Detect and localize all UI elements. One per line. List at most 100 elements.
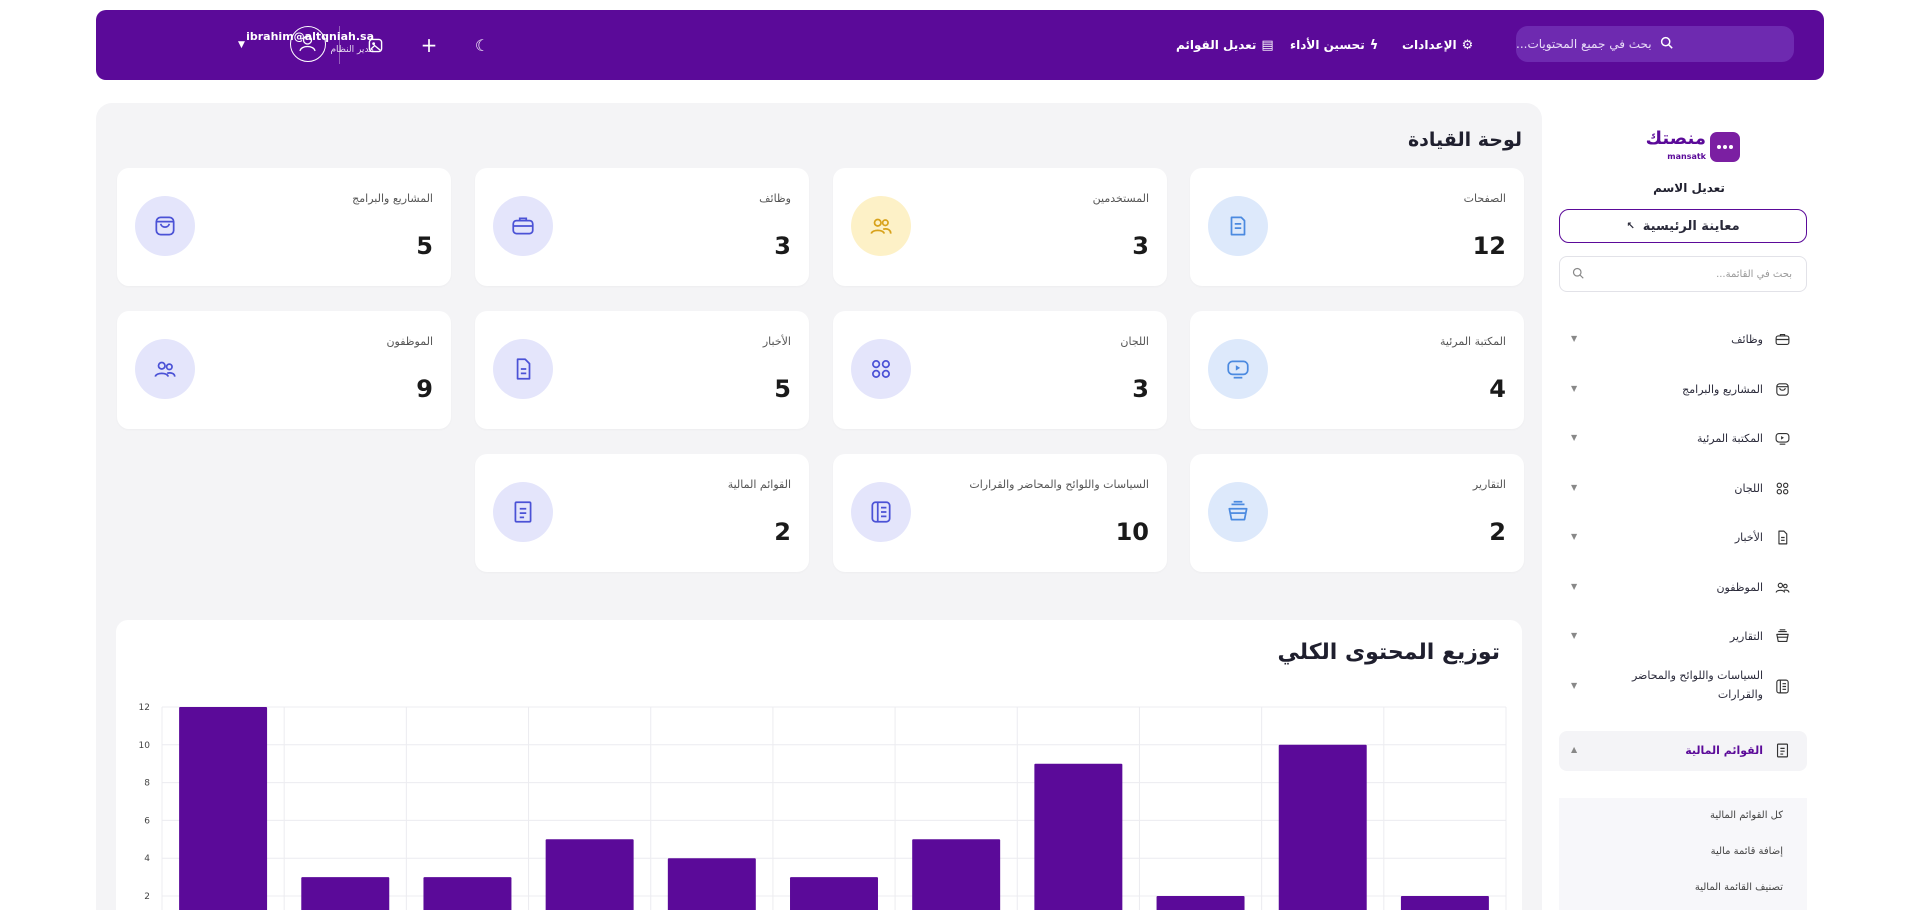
dark-mode-toggle[interactable]: ☾ [471, 34, 493, 56]
user-icon [299, 35, 316, 52]
sidebar-item-label: التقارير [1729, 630, 1763, 643]
edit-name-link[interactable]: تعديل الاسم [1653, 181, 1725, 195]
pointer-icon: ↖ [1626, 220, 1635, 232]
avatar[interactable] [290, 26, 326, 62]
stat-card-financial-lists[interactable]: القوائم المالية 2 [475, 454, 809, 572]
gear-icon: ⚙ [1461, 37, 1474, 53]
logo-text: منصتك [1645, 128, 1706, 149]
nav-settings-label: الإعدادات [1402, 38, 1457, 52]
sidebar-item-label: السياسات واللوائح والمحاضر والقرارات [1631, 669, 1763, 701]
sidebar-item-reports[interactable]: التقارير ▼ [1559, 617, 1807, 657]
pages-icon [1208, 196, 1268, 256]
sidebar-item-financial-lists[interactable]: القوائم المالية ▲ [1559, 731, 1807, 771]
briefcase-icon [1774, 331, 1791, 348]
y-tick-label: 8 [144, 779, 150, 789]
sidebar-item-jobs[interactable]: وظائف ▼ [1559, 320, 1807, 360]
chevron-down-icon[interactable]: ▼ [1571, 334, 1578, 343]
chevron-down-icon[interactable]: ▼ [1571, 681, 1578, 690]
menu-search-input[interactable]: بحث في القائمة... [1559, 256, 1807, 292]
reports-icon [1208, 482, 1268, 542]
chart-bar[interactable] [1156, 896, 1245, 910]
sidebar-item-news[interactable]: الأخبار ▼ [1559, 518, 1807, 558]
global-search-input[interactable]: بحث في جميع المحتويات... [1516, 26, 1794, 62]
finance-icon [1774, 742, 1791, 759]
user-email: ibrahim@altqniah.sa [246, 30, 374, 43]
chevron-down-icon[interactable]: ▼ [1571, 582, 1578, 591]
logo-mark [1710, 132, 1740, 162]
stat-card-label: المكتبة المرئية [1440, 335, 1506, 348]
chart-bar[interactable] [545, 839, 634, 910]
submenu-item-financial-category[interactable]: تصنيف القائمة المالية [1694, 882, 1783, 893]
sidebar: منصتك mansatk تعديل الاسم معاينة الرئيسي… [1554, 103, 1824, 910]
chevron-down-icon[interactable]: ▼ [1571, 631, 1578, 640]
grid-icon [1774, 480, 1791, 497]
preview-home-button[interactable]: معاينة الرئيسية ↖ [1559, 209, 1807, 243]
logo[interactable]: منصتك mansatk [1640, 128, 1740, 168]
stat-card-news[interactable]: الأخبار 5 [475, 311, 809, 429]
finance-icon [493, 482, 553, 542]
stat-card-value: 9 [416, 375, 433, 403]
finance-submenu: كل القوائم المالية إضافة قائمة مالية تصن… [1559, 798, 1807, 910]
y-tick-label: 2 [144, 892, 150, 902]
nav-edit-menus[interactable]: ▤ تعديل القوائم [1176, 10, 1274, 80]
stat-card-value: 5 [416, 232, 433, 260]
stat-card-value: 3 [1132, 375, 1149, 403]
stat-card-label: المشاريع والبرامج [352, 192, 433, 205]
y-tick-label: 12 [139, 703, 150, 713]
chart-bar[interactable] [667, 858, 756, 910]
sidebar-item-committees[interactable]: اللجان ▼ [1559, 469, 1807, 509]
briefcase-icon [493, 196, 553, 256]
chevron-down-icon[interactable]: ▼ [1571, 384, 1578, 393]
news-icon [1774, 529, 1791, 546]
nav-edit-menus-label: تعديل القوائم [1176, 38, 1257, 52]
stat-card-label: المستخدمين [1092, 192, 1149, 205]
policies-icon [1774, 678, 1791, 695]
sidebar-item-employees[interactable]: الموظفون ▼ [1559, 568, 1807, 608]
stat-card-projects[interactable]: المشاريع والبرامج 5 [117, 168, 451, 286]
stat-card-jobs[interactable]: وظائف 3 [475, 168, 809, 286]
stat-card-users[interactable]: المستخدمين 3 [833, 168, 1167, 286]
sidebar-item-policies[interactable]: السياسات واللوائح والمحاضر والقرارات ▼ [1559, 662, 1807, 712]
stat-card-label: السياسات واللوائح والمحاضر والقرارات [969, 478, 1149, 491]
y-tick-label: 10 [139, 741, 151, 751]
logo-subtext: mansatk [1667, 152, 1706, 161]
video-icon [1208, 339, 1268, 399]
chart-title: توزيع المحتوى الكلي [1277, 640, 1500, 665]
add-button[interactable]: + [418, 33, 440, 57]
chart-bar[interactable] [423, 877, 512, 910]
nav-performance[interactable]: ϟ تحسين الأداء [1290, 10, 1378, 80]
chart-bar[interactable] [1034, 763, 1123, 910]
chart-bar[interactable] [1278, 744, 1367, 910]
chart-bar[interactable] [301, 877, 390, 910]
chart-bar[interactable] [790, 877, 878, 910]
sidebar-item-label: القوائم المالية [1685, 744, 1763, 757]
content-distribution-chart: توزيع المحتوى الكلي 2 4 6 8 10 12 [116, 620, 1522, 910]
stat-card-employees[interactable]: الموظفون 9 [117, 311, 451, 429]
chevron-down-icon[interactable]: ▼ [1571, 483, 1578, 492]
y-tick-label: 6 [144, 816, 150, 826]
chevron-down-icon[interactable]: ▼ [1571, 433, 1578, 442]
stat-card-label: الصفحات [1463, 192, 1506, 205]
stat-card-value: 2 [1489, 518, 1506, 546]
sidebar-item-visual-library[interactable]: المكتبة المرئية ▼ [1559, 419, 1807, 459]
bolt-icon: ϟ [1369, 37, 1379, 53]
stat-card-committees[interactable]: اللجان 3 [833, 311, 1167, 429]
stat-card-visual-library[interactable]: المكتبة المرئية 4 [1190, 311, 1524, 429]
stat-card-value: 2 [774, 518, 791, 546]
nav-settings[interactable]: ⚙ الإعدادات [1402, 10, 1473, 80]
chart-bar[interactable] [179, 707, 268, 910]
submenu-item-all-financial[interactable]: كل القوائم المالية [1709, 810, 1783, 821]
media-button[interactable] [364, 34, 386, 56]
chevron-down-icon[interactable]: ▼ [1571, 532, 1578, 541]
chart-bar[interactable] [912, 839, 1001, 910]
stat-card-pages[interactable]: الصفحات 12 [1190, 168, 1524, 286]
sidebar-item-label: المكتبة المرئية [1697, 432, 1763, 445]
sidebar-item-projects[interactable]: المشاريع والبرامج ▼ [1559, 370, 1807, 410]
chevron-up-icon[interactable]: ▲ [1571, 745, 1578, 754]
stat-card-policies[interactable]: السياسات واللوائح والمحاضر والقرارات 10 [833, 454, 1167, 572]
policies-icon [851, 482, 911, 542]
stat-card-reports[interactable]: التقارير 2 [1190, 454, 1524, 572]
chevron-down-icon[interactable]: ▼ [238, 40, 245, 50]
chart-bar[interactable] [1400, 896, 1489, 910]
submenu-item-add-financial[interactable]: إضافة قائمة مالية [1710, 846, 1783, 857]
